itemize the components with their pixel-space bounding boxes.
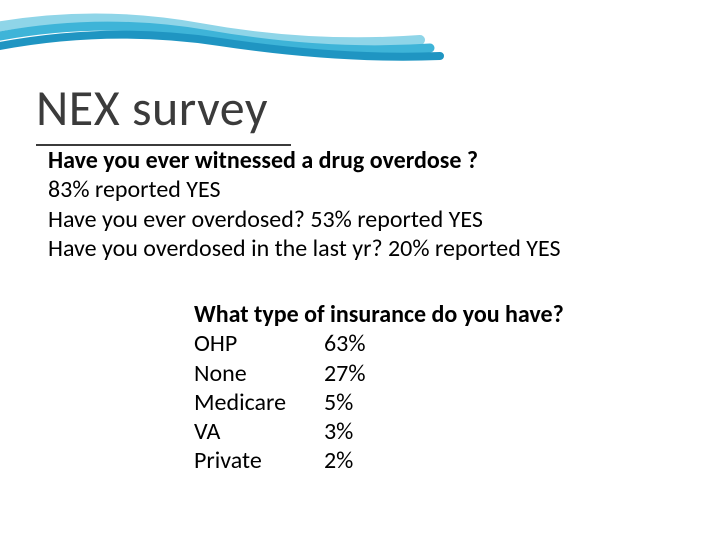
slide-title: NEX survey — [36, 78, 268, 139]
question-ever-overdosed: Have you ever overdosed? 53% reported YE… — [48, 205, 560, 234]
insurance-label: None — [194, 359, 324, 388]
insurance-row: VA 3% — [194, 417, 564, 446]
insurance-row: Private 2% — [194, 446, 564, 475]
insurance-row: None 27% — [194, 359, 564, 388]
insurance-row: Medicare 5% — [194, 388, 564, 417]
insurance-label: OHP — [194, 329, 324, 358]
insurance-section: What type of insurance do you have? OHP … — [194, 300, 564, 476]
question-witnessed-overdose: Have you ever witnessed a drug overdose … — [48, 146, 560, 175]
insurance-label: VA — [194, 417, 324, 446]
insurance-value: 3% — [324, 417, 384, 446]
question-insurance: What type of insurance do you have? — [194, 300, 564, 329]
insurance-value: 63% — [324, 329, 384, 358]
insurance-value: 27% — [324, 359, 384, 388]
insurance-label: Private — [194, 446, 324, 475]
answer-witnessed-overdose: 83% reported YES — [48, 175, 560, 204]
insurance-value: 2% — [324, 446, 384, 475]
overdose-section: Have you ever witnessed a drug overdose … — [48, 146, 560, 263]
insurance-row: OHP 63% — [194, 329, 564, 358]
wave-decoration — [0, 0, 720, 80]
insurance-label: Medicare — [194, 388, 324, 417]
insurance-value: 5% — [324, 388, 384, 417]
question-overdosed-last-year: Have you overdosed in the last yr? 20% r… — [48, 234, 560, 263]
